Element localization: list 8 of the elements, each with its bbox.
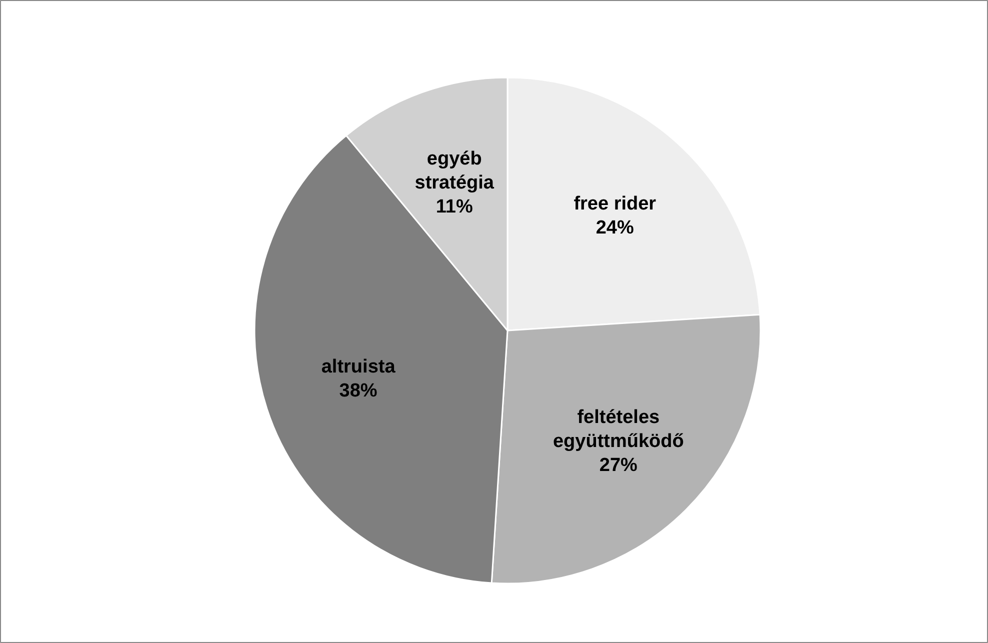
slice-label: free rider [574, 194, 657, 215]
data-label: 38% [339, 380, 378, 402]
slice-label: feltételes együttműködő [552, 406, 684, 452]
data-label: 27% [599, 455, 638, 476]
data-label: 24% [596, 218, 634, 239]
data-label: 11% [436, 196, 473, 218]
slice-label: altruista [321, 356, 396, 378]
slice-label: egyéb stratégia [414, 148, 494, 194]
